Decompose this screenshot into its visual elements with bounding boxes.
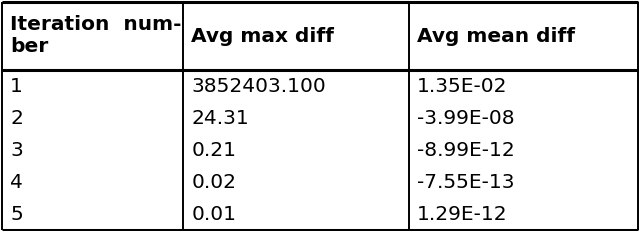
Text: 3852403.100: 3852403.100 bbox=[191, 76, 326, 95]
Text: 0.01: 0.01 bbox=[191, 204, 236, 224]
Text: Avg mean diff: Avg mean diff bbox=[417, 27, 575, 46]
Text: -3.99E-08: -3.99E-08 bbox=[417, 109, 515, 128]
Text: 4: 4 bbox=[10, 173, 23, 191]
Text: Iteration  num-
ber: Iteration num- ber bbox=[10, 15, 182, 57]
Text: 1.35E-02: 1.35E-02 bbox=[417, 76, 508, 95]
Text: 1: 1 bbox=[10, 76, 23, 95]
Text: 24.31: 24.31 bbox=[191, 109, 249, 128]
Text: -7.55E-13: -7.55E-13 bbox=[417, 173, 515, 191]
Text: 0.21: 0.21 bbox=[191, 140, 236, 159]
Text: 5: 5 bbox=[10, 204, 23, 224]
Text: -8.99E-12: -8.99E-12 bbox=[417, 140, 515, 159]
Text: 3: 3 bbox=[10, 140, 23, 159]
Text: 2: 2 bbox=[10, 109, 23, 128]
Text: 0.02: 0.02 bbox=[191, 173, 236, 191]
Text: 1.29E-12: 1.29E-12 bbox=[417, 204, 508, 224]
Text: Avg max diff: Avg max diff bbox=[191, 27, 334, 46]
